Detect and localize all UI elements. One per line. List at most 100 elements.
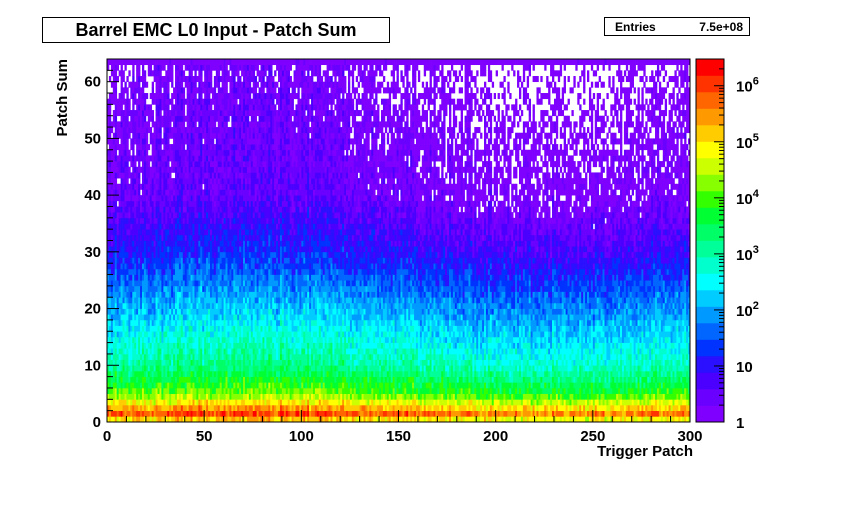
heatmap-cell xyxy=(248,268,252,275)
heatmap-cell xyxy=(145,183,149,190)
heatmap-cell xyxy=(161,387,164,394)
heatmap-cell xyxy=(165,223,168,230)
heatmap-cell xyxy=(219,280,222,287)
heatmap-cell xyxy=(171,348,174,355)
heatmap-cell xyxy=(198,161,201,168)
heatmap-cell xyxy=(194,121,197,128)
heatmap-cell xyxy=(221,336,224,343)
heatmap-cell xyxy=(124,285,127,292)
heatmap-cell xyxy=(204,268,207,275)
heatmap-cell xyxy=(126,240,129,247)
heatmap-cell xyxy=(186,314,189,321)
heatmap-cell xyxy=(225,76,228,83)
heatmap-cell xyxy=(190,359,193,366)
heatmap-cell xyxy=(182,132,186,139)
heatmap-cell xyxy=(108,115,112,122)
heatmap-cell xyxy=(198,183,201,190)
heatmap-cell xyxy=(186,246,189,253)
heatmap-cell xyxy=(134,331,137,338)
heatmap-cell xyxy=(206,416,209,423)
heatmap-cell xyxy=(163,331,166,338)
heatmap-cell xyxy=(120,212,123,219)
heatmap-cell xyxy=(159,189,162,196)
heatmap-cell xyxy=(136,195,139,202)
heatmap-cell xyxy=(116,410,120,417)
heatmap-cell xyxy=(178,115,182,122)
heatmap-cell xyxy=(188,370,191,377)
heatmap-cell xyxy=(192,155,195,162)
heatmap-cell xyxy=(211,183,215,190)
heatmap-cell xyxy=(213,376,217,383)
heatmap-cell xyxy=(112,115,116,122)
heatmap-cell xyxy=(124,319,127,326)
heatmap-cell xyxy=(186,212,189,219)
heatmap-cell xyxy=(157,144,160,151)
heatmap-cell xyxy=(217,382,221,389)
heatmap-cell xyxy=(254,178,257,185)
heatmap-cell xyxy=(120,342,123,349)
heatmap-cell xyxy=(213,268,217,275)
heatmap-cell xyxy=(186,144,189,151)
heatmap-cell xyxy=(163,93,166,100)
heatmap-cell xyxy=(213,81,217,88)
heatmap-cell xyxy=(155,93,158,100)
heatmap-cell xyxy=(243,319,246,326)
heatmap-cell xyxy=(210,104,213,111)
heatmap-cell xyxy=(208,291,211,298)
heatmap-cell xyxy=(163,132,166,139)
heatmap-cell xyxy=(248,240,252,247)
heatmap-cell xyxy=(128,81,131,88)
heatmap-cell xyxy=(116,376,120,383)
heatmap-cell xyxy=(219,240,222,247)
heatmap-cell xyxy=(213,387,217,394)
heatmap-cell xyxy=(120,144,123,151)
heatmap-cell xyxy=(108,257,112,264)
heatmap-cell xyxy=(176,81,180,88)
heatmap-cell xyxy=(194,274,197,281)
heatmap-cell xyxy=(153,387,156,394)
heatmap-cell xyxy=(194,359,197,366)
heatmap-cell xyxy=(169,223,172,230)
heatmap-cell xyxy=(206,274,209,281)
heatmap-cell xyxy=(237,280,240,287)
heatmap-cell xyxy=(122,404,125,411)
heatmap-cell xyxy=(157,132,160,139)
heatmap-cell xyxy=(114,240,118,247)
heatmap-cell xyxy=(153,127,156,134)
heatmap-cell xyxy=(176,195,180,202)
heatmap-cell xyxy=(167,161,170,168)
heatmap-cell xyxy=(208,155,211,162)
heatmap-cell xyxy=(107,121,110,128)
heatmap-cell xyxy=(204,353,207,360)
heatmap-cell xyxy=(188,302,191,309)
heatmap-cell xyxy=(210,387,213,394)
heatmap-cell xyxy=(134,376,137,383)
heatmap-cell xyxy=(153,297,156,304)
heatmap-cell xyxy=(138,195,141,202)
heatmap-cell xyxy=(211,59,215,66)
heatmap-cell xyxy=(192,189,195,196)
heatmap-cell xyxy=(138,110,141,117)
heatmap-cell xyxy=(215,404,219,411)
heatmap-cell xyxy=(225,81,228,88)
heatmap-cell xyxy=(163,285,166,292)
heatmap-cell xyxy=(138,342,141,349)
heatmap-cell xyxy=(194,285,197,292)
heatmap-cell xyxy=(254,172,257,179)
heatmap-cell xyxy=(190,189,193,196)
heatmap-cell xyxy=(128,280,131,287)
heatmap-cell xyxy=(178,336,182,343)
heatmap-cell xyxy=(196,138,199,145)
heatmap-cell xyxy=(184,297,188,304)
heatmap-cell xyxy=(143,229,147,236)
heatmap-cell xyxy=(175,382,178,389)
heatmap-cell xyxy=(208,302,211,309)
heatmap-cell xyxy=(145,263,149,270)
heatmap-cell xyxy=(159,149,162,156)
heatmap-cell xyxy=(182,336,186,343)
heatmap-cell xyxy=(196,291,199,298)
heatmap-cell xyxy=(167,319,170,326)
heatmap-cell xyxy=(126,314,129,321)
heatmap-cell xyxy=(202,166,205,173)
heatmap-cell xyxy=(188,410,191,417)
